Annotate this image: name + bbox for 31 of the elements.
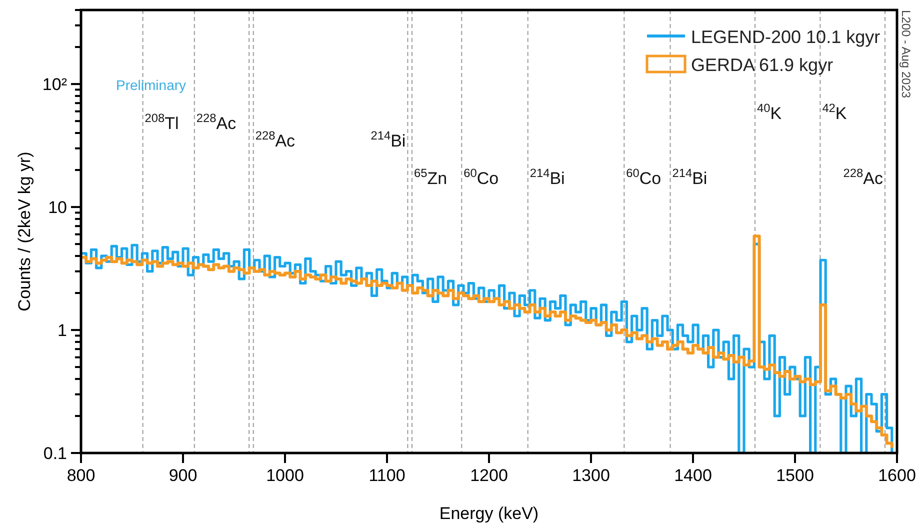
- annotation: Preliminary: [116, 77, 186, 93]
- x-tick-label: 1600: [878, 466, 916, 485]
- y-tick-label: 1: [58, 321, 67, 340]
- x-tick-label: 800: [66, 466, 96, 485]
- annotation: $^{214}$Bi: [672, 166, 708, 188]
- legend-label: LEGEND-200 10.1 kgyr: [691, 27, 880, 47]
- x-tick-label: 1000: [266, 466, 304, 485]
- y-tick-label: 10²: [42, 75, 68, 94]
- annotation: $^{60}$Co: [464, 166, 499, 188]
- y-tick-label: 0.1: [43, 444, 67, 463]
- x-axis-title: Energy (keV): [439, 504, 539, 523]
- x-tick-label: 900: [168, 466, 198, 485]
- annotation: $^{65}$Zn: [414, 166, 448, 188]
- annotation: $^{228}$Ac: [843, 166, 884, 188]
- annotation: $^{42}$K: [822, 100, 848, 123]
- text: L200 - Aug 2023: [899, 10, 913, 98]
- y-axis-title: Counts / (2keV kg yr): [15, 152, 34, 312]
- annotation: $^{228}$Ac: [255, 128, 296, 151]
- x-tick-label: 1200: [470, 466, 508, 485]
- annotation: $^{40}$K: [757, 100, 782, 123]
- x-tick-label: 1400: [674, 466, 712, 485]
- legend-label: GERDA 61.9 kgyr: [691, 55, 834, 75]
- x-tick-label: 1300: [572, 466, 610, 485]
- annotation: $^{214}$Bi: [370, 128, 406, 151]
- annotation: $^{214}$Bi: [530, 166, 565, 188]
- x-tick-label: 1500: [776, 466, 814, 485]
- annotation: $^{60}$Co: [626, 166, 662, 188]
- annotation: $^{228}$Ac: [196, 111, 237, 134]
- x-tick-label: 1100: [368, 466, 406, 485]
- annotation: $^{208}$Tl: [144, 111, 179, 134]
- y-tick-label: 10: [48, 198, 67, 218]
